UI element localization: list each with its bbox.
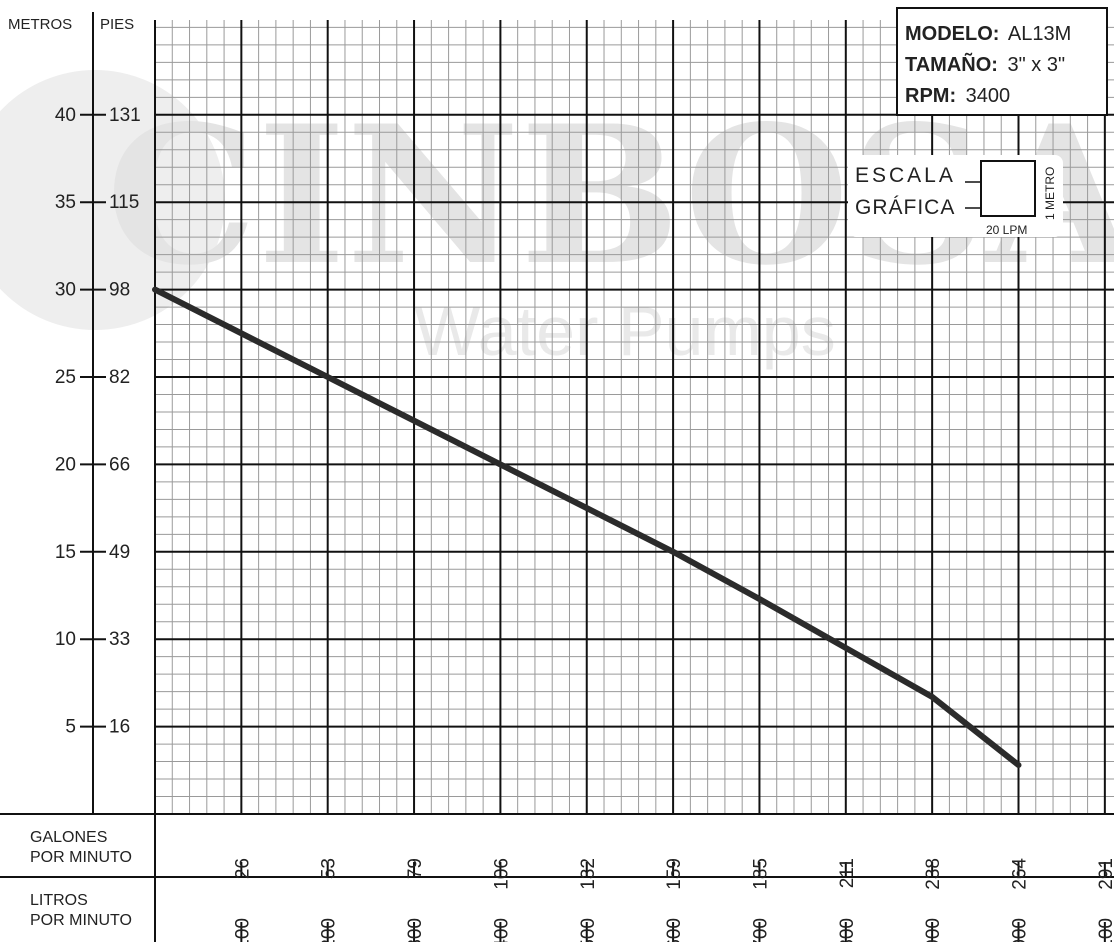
model-value: AL13M (1008, 23, 1071, 45)
y-tick-label-pies: 16 (109, 717, 130, 738)
size-value: 3" x 3" (1008, 54, 1066, 76)
model-key: MODELO: (905, 23, 999, 45)
lpm-row-label-1: LITROS (30, 892, 88, 909)
performance-curve (152, 286, 1022, 769)
lpm-tick-label: 900 (923, 918, 944, 942)
gpm-tick-label: 264 (1010, 858, 1031, 890)
scale-legend-square (980, 160, 1036, 217)
lpm-row-label-2: POR MINUTO (30, 912, 132, 929)
pies-axis-title: PIES (100, 16, 134, 33)
gpm-tick-label: 79 (405, 858, 426, 879)
gpm-tick-label: 238 (923, 858, 944, 890)
lpm-tick-label: 100 (232, 918, 253, 942)
lpm-tick-label: 400 (491, 918, 512, 942)
y-tick-label-metros: 40 (55, 105, 76, 126)
gpm-tick-label: 291 (1096, 858, 1114, 890)
y-tick-label-metros: 25 (55, 367, 76, 388)
model-line: MODELO: AL13M (905, 23, 1071, 45)
x-axis-ticks: 26 100 53 200 79 300 106 400 132 500 159 600 185 700 2… (232, 858, 1114, 942)
lpm-tick-label: 500 (578, 918, 599, 942)
y-tick-label-pies: 98 (109, 280, 130, 301)
scale-legend-horizontal-unit: 20 LPM (986, 223, 1027, 237)
y-tick-label-pies: 131 (109, 105, 141, 126)
gpm-tick-label: 53 (319, 858, 340, 879)
y-tick-label-pies: 49 (109, 542, 130, 563)
gpm-tick-label: 106 (491, 858, 512, 890)
lpm-tick-label: 800 (837, 918, 858, 942)
y-tick-label-metros: 20 (55, 454, 76, 475)
watermark-logo-icon (0, 70, 225, 330)
y-tick-label-metros: 35 (55, 192, 76, 213)
lpm-tick-label: 700 (750, 918, 771, 942)
scale-legend-vertical-unit: 1 METRO (1043, 167, 1057, 220)
y-tick-label-pies: 66 (109, 454, 130, 475)
y-tick-label-pies: 82 (109, 367, 130, 388)
lpm-tick-label: 200 (319, 918, 340, 942)
y-axis-ticks: 5 16 10 33 15 49 20 66 25 82 30 98 35 115 40 131 (55, 105, 141, 738)
rpm-line: RPM: 3400 (905, 85, 1010, 107)
gpm-row-label-2: POR MINUTO (30, 849, 132, 866)
lpm-tick-label: 300 (405, 918, 426, 942)
lpm-tick-label: 1000 (1010, 918, 1031, 942)
gpm-tick-label: 185 (750, 858, 771, 890)
size-line: TAMAÑO: 3" x 3" (905, 53, 1065, 76)
y-tick-label-pies: 115 (109, 192, 139, 213)
scale-legend-line2: GRÁFICA (855, 196, 955, 219)
gpm-tick-label: 159 (664, 858, 685, 890)
watermark-tagline: Water Pumps (414, 292, 835, 370)
rpm-key: RPM: (905, 85, 956, 107)
gpm-row-label-1: GALONES (30, 829, 107, 846)
lpm-tick-label: 1100 (1096, 918, 1114, 942)
y-tick-label-metros: 30 (55, 280, 76, 301)
y-tick-label-pies: 33 (109, 629, 130, 650)
gpm-tick-label: 26 (232, 858, 253, 879)
rpm-value: 3400 (966, 85, 1011, 107)
y-tick-label-metros: 10 (55, 629, 76, 650)
scale-legend: ESCALA GRÁFICA 1 METRO 20 LPM (848, 155, 1063, 237)
gpm-tick-label: 132 (578, 858, 599, 890)
metros-axis-title: METROS (8, 16, 72, 33)
lpm-tick-label: 600 (664, 918, 685, 942)
info-box-frame (896, 7, 1108, 116)
size-key: TAMAÑO: (905, 53, 998, 76)
y-tick-label-metros: 5 (65, 717, 76, 738)
info-box: MODELO: AL13M TAMAÑO: 3" x 3" RPM: 3400 (896, 7, 1108, 116)
grid-major (155, 20, 1114, 814)
y-tick-label-metros: 15 (55, 542, 76, 563)
scale-legend-line1: ESCALA (855, 164, 956, 187)
gpm-tick-label: 211 (837, 858, 858, 888)
